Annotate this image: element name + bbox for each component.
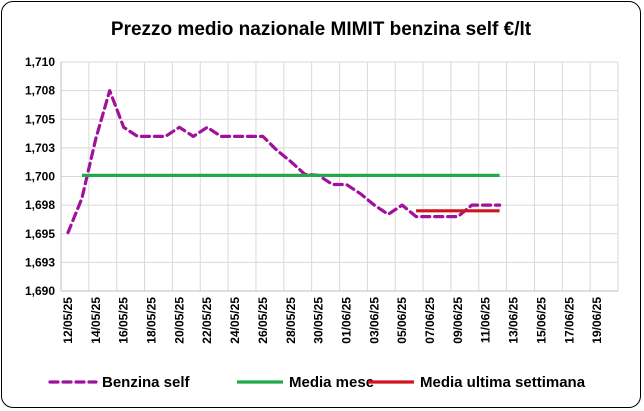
x-tick-label: 30/05/25 — [312, 297, 326, 344]
x-tick-label: 16/05/25 — [117, 297, 131, 344]
legend-label-1: Benzina self — [102, 374, 191, 391]
x-tick-label: 11/06/25 — [479, 297, 493, 343]
legend: Benzina self Media mese Media ultima setti… — [48, 374, 586, 391]
y-tick-label: 1,693 — [25, 255, 55, 269]
axes — [60, 62, 618, 292]
y-axis-ticks: 1,690 1,693 1,695 1,698 1,700 1,703 1,705 1,708… — [25, 55, 55, 298]
x-tick-label: 01/06/25 — [339, 297, 353, 344]
y-tick-label: 1,690 — [25, 284, 55, 298]
legend-label-3: Media ultima settimana — [420, 374, 586, 391]
y-tick-label: 1,710 — [25, 55, 55, 69]
series-line-1 — [66, 88, 502, 235]
x-tick-label: 13/06/25 — [507, 297, 521, 344]
y-tick-label: 1,700 — [25, 170, 55, 184]
x-tick-label: 03/06/25 — [367, 297, 381, 344]
x-tick-label: 09/06/25 — [451, 297, 465, 344]
x-tick-label: 17/06/25 — [562, 297, 576, 344]
x-tick-label: 22/05/25 — [200, 297, 214, 344]
x-tick-label: 26/05/25 — [256, 297, 270, 344]
x-tick-label: 14/05/25 — [89, 297, 103, 344]
legend-label-2: Media mese — [289, 374, 374, 391]
y-tick-label: 1,703 — [25, 141, 55, 155]
x-tick-label: 20/05/25 — [172, 297, 186, 344]
x-tick-label: 15/06/25 — [534, 297, 548, 344]
x-tick-label: 19/06/25 — [590, 297, 604, 344]
y-tick-label: 1,708 — [25, 84, 55, 98]
x-tick-label: 05/06/25 — [395, 297, 409, 344]
x-tick-label: 28/05/25 — [284, 297, 298, 344]
x-axis-ticks: 12/05/25 14/05/25 16/05/25 18/05/25 20/05/25… — [61, 297, 604, 344]
y-tick-label: 1,695 — [25, 227, 55, 241]
x-tick-label: 07/06/25 — [423, 297, 437, 344]
y-tick-label: 1,705 — [25, 112, 55, 126]
x-tick-label: 12/05/25 — [61, 297, 75, 344]
x-tick-label: 18/05/25 — [145, 297, 159, 344]
x-tick-label: 24/05/25 — [228, 297, 242, 344]
y-tick-label: 1,698 — [25, 198, 55, 212]
chart-title: Prezzo medio nazionale MIMIT benzina sel… — [111, 19, 532, 40]
series-lines — [66, 88, 502, 235]
